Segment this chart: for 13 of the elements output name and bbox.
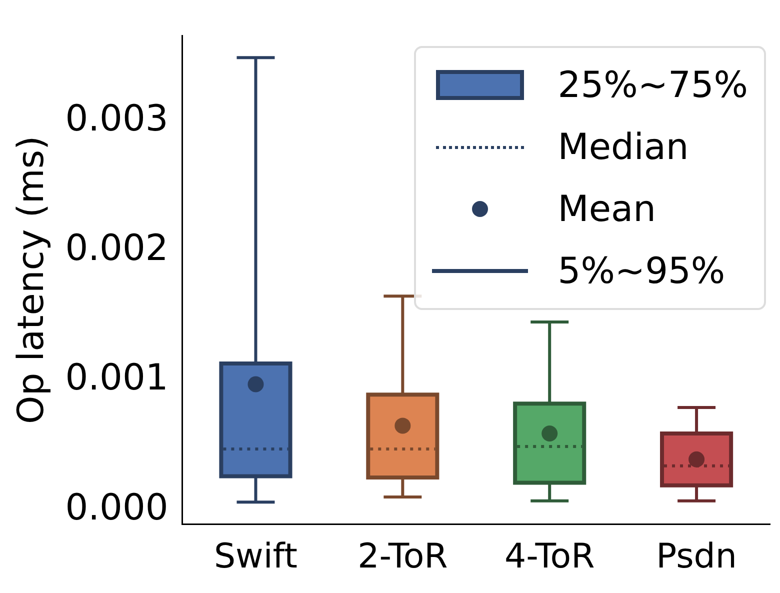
y-tick-label: 0.001 — [65, 358, 168, 399]
x-tick-label: Psdn — [656, 536, 737, 576]
x-tick-label: 4-ToR — [504, 536, 595, 576]
y-tick-label: 0.003 — [65, 98, 168, 140]
y-tick-label: 0.000 — [65, 487, 168, 528]
x-tick-label: Swift — [214, 536, 298, 576]
annotation: 5%~95% — [558, 250, 726, 292]
annotation: Median — [558, 126, 689, 168]
y-tick-label: 0.002 — [65, 228, 168, 270]
x-tick-label: 2-ToR — [358, 536, 448, 576]
annotation: Mean — [558, 188, 656, 230]
y-axis-title: Op latency (ms) — [10, 136, 52, 424]
annotation: 25%~75% — [558, 64, 748, 106]
